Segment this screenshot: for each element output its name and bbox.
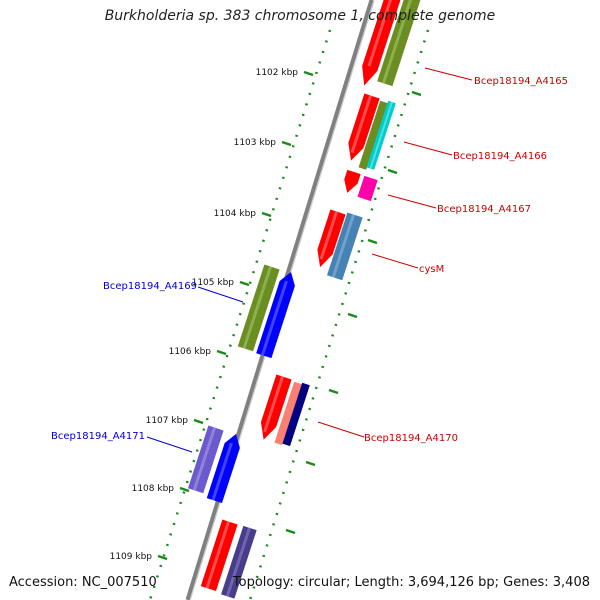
gene-arrow-a4171-slateblue[interactable] (187, 425, 224, 494)
tick-mark-7 (157, 554, 168, 561)
gene-arrow-a4166-olive[interactable] (358, 100, 388, 170)
tick-mark-1 (281, 140, 292, 147)
gene-label-a4170[interactable]: Bcep18194_A4170 (364, 433, 458, 444)
gene-label-a4165[interactable]: Bcep18194_A4165 (474, 76, 568, 87)
leader-a4170 (317, 421, 365, 438)
accession-text: Accession: NC_007510 (9, 575, 157, 590)
tick-mark-3 (239, 280, 250, 287)
gene-arrow-a4165-olive[interactable] (377, 0, 423, 87)
leader-a4166 (403, 141, 453, 156)
gene-label-a4166[interactable]: Bcep18194_A4166 (453, 151, 547, 162)
gene-label-cysM[interactable]: cysM (419, 264, 444, 275)
map-title: Burkholderia sp. 383 chromosome 1, compl… (104, 8, 496, 24)
tick-mark-4 (216, 349, 227, 356)
forward-tick-mark-0 (411, 90, 422, 97)
forward-dotted-ruler (248, 29, 430, 600)
tick-label-1: 1103 kbp (234, 138, 277, 148)
gene-arrow-a4171-blue[interactable] (206, 432, 244, 504)
tick-labels: 1102 kbp 1103 kbp 1104 kbp 1105 kbp 1106 kbp… (110, 68, 299, 562)
gene-arrow-cysM-steelblue[interactable] (326, 212, 363, 281)
gene-arrow-cysM-red[interactable] (312, 209, 346, 270)
reverse-genes (187, 264, 298, 504)
gene-arrow-a4165-red[interactable] (357, 0, 403, 88)
gene-arrow-a4166-cyan[interactable] (366, 100, 396, 170)
leader-lines (146, 67, 473, 453)
tick-mark-0 (303, 70, 314, 77)
gene-arrow-bottom-red[interactable] (200, 519, 238, 592)
tick-mark-5 (193, 418, 204, 425)
gene-label-a4171[interactable]: Bcep18194_A4171 (51, 431, 145, 442)
leader-cysM (371, 253, 419, 269)
forward-tick-mark-4 (328, 388, 339, 395)
tick-mark-2 (261, 211, 272, 218)
forward-tick-mark-5 (305, 460, 316, 467)
leader-a4167 (387, 194, 437, 209)
gene-arrow-a4170-salmon[interactable] (274, 381, 302, 446)
tick-label-7: 1109 kbp (110, 552, 153, 562)
leader-a4171 (146, 436, 193, 453)
gene-arrow-a4169-olive[interactable] (237, 264, 280, 352)
tick-marks (157, 70, 422, 561)
gene-arrow-a4167-magenta[interactable] (357, 175, 378, 202)
gene-label-a4169[interactable]: Bcep18194_A4169 (103, 281, 197, 292)
tick-label-3: 1105 kbp (192, 278, 235, 288)
reverse-dotted-ruler (148, 29, 332, 600)
tick-label-6: 1108 kbp (132, 484, 175, 494)
gene-label-a4167[interactable]: Bcep18194_A4167 (437, 204, 531, 215)
gene-arrow-a4170-red[interactable] (256, 374, 292, 443)
gene-arrow-a4169-blue[interactable] (256, 270, 298, 359)
gene-arrow-bottom-darkslateblue[interactable] (221, 525, 257, 599)
gene-arrow-a4166-red[interactable] (343, 93, 380, 164)
gene-arrow-a4170-navy[interactable] (282, 382, 310, 447)
forward-tick-mark-1 (387, 168, 398, 175)
gene-arrow-a4167-red[interactable] (341, 169, 361, 195)
forward-tick-mark-2 (367, 238, 378, 245)
leader-a4165 (424, 67, 473, 81)
tick-label-4: 1106 kbp (169, 347, 212, 357)
forward-genes (200, 0, 423, 599)
topology-text: Topology: circular; Length: 3,694,126 bp… (232, 575, 590, 590)
tick-mark-6 (179, 486, 190, 493)
forward-tick-mark-6 (285, 528, 296, 535)
tick-label-5: 1107 kbp (146, 416, 189, 426)
tick-label-0: 1102 kbp (256, 68, 299, 78)
forward-tick-mark-3 (347, 312, 358, 319)
tick-label-2: 1104 kbp (214, 209, 257, 219)
leader-a4169 (197, 286, 244, 303)
